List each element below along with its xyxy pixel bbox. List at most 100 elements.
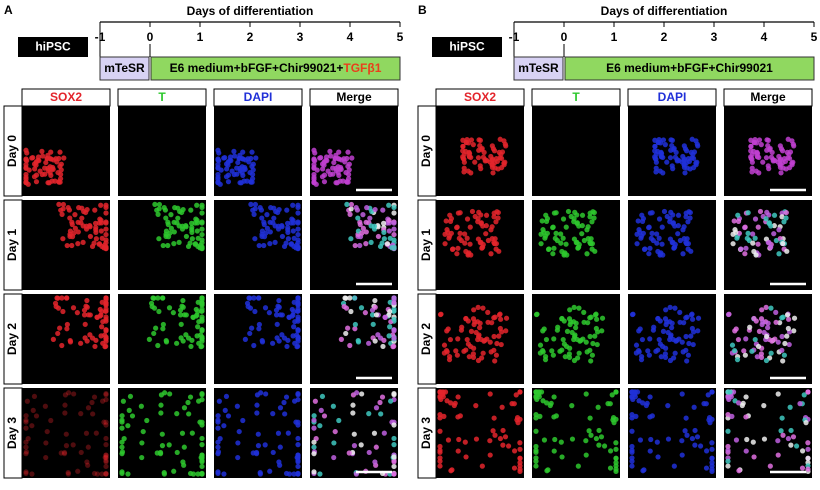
- cell: [351, 295, 358, 301]
- cell: [162, 390, 168, 396]
- cell: [161, 204, 167, 211]
- cell: [541, 229, 547, 235]
- cell: [285, 229, 291, 236]
- cell: [638, 357, 645, 363]
- cell: [779, 210, 785, 216]
- cell: [252, 308, 258, 315]
- cell: [805, 389, 811, 395]
- cell: [72, 212, 78, 218]
- cell: [188, 207, 194, 213]
- cell: [573, 325, 579, 331]
- cell: [386, 228, 392, 234]
- cell: [647, 394, 653, 400]
- cell: [235, 454, 241, 461]
- cell: [487, 438, 493, 444]
- cell: [494, 340, 500, 347]
- cell: [189, 430, 195, 436]
- cell: [533, 389, 539, 395]
- cell: [755, 343, 762, 350]
- cell: [277, 444, 283, 450]
- cell: [181, 444, 187, 450]
- cell: [587, 214, 593, 220]
- cell: [629, 311, 636, 318]
- cell: [491, 333, 497, 340]
- cell: [495, 215, 501, 221]
- cell: [35, 157, 41, 163]
- cell: [103, 470, 109, 476]
- cell: [748, 137, 754, 143]
- cell: [454, 352, 460, 358]
- cell: [56, 179, 62, 185]
- cell: [653, 348, 659, 354]
- cell: [770, 157, 776, 163]
- cell: [199, 463, 205, 470]
- cell: [442, 241, 448, 247]
- cell: [745, 230, 751, 236]
- cell: [348, 206, 354, 212]
- cell: [671, 145, 677, 152]
- stage-box: [513, 56, 564, 81]
- cell: [787, 404, 793, 410]
- cell: [346, 161, 352, 167]
- cell: [756, 328, 763, 334]
- cell: [537, 342, 544, 348]
- cell: [248, 201, 254, 207]
- cell: [360, 225, 366, 231]
- cell: [181, 312, 188, 318]
- cell: [457, 210, 463, 216]
- cell: [291, 308, 297, 315]
- cell: [769, 149, 775, 156]
- cell: [743, 448, 749, 454]
- cell: [263, 391, 269, 397]
- timeline-tick-label: 0: [147, 30, 154, 44]
- panel-label: B: [418, 3, 427, 17]
- cell: [643, 402, 649, 409]
- cell: [750, 240, 756, 246]
- cell: [480, 223, 486, 229]
- cell: [743, 414, 749, 420]
- cell: [235, 440, 241, 446]
- cell: [564, 328, 571, 334]
- cell: [129, 413, 136, 419]
- cell: [381, 430, 387, 436]
- channel-label: SOX2: [464, 90, 496, 104]
- cell: [267, 241, 273, 247]
- cell: [364, 205, 370, 211]
- cell: [462, 439, 468, 445]
- cell: [690, 151, 696, 157]
- cell: [544, 400, 550, 406]
- cell: [256, 321, 262, 328]
- cell: [454, 251, 460, 257]
- cell: [583, 452, 589, 458]
- cell: [391, 335, 397, 341]
- cell: [677, 309, 683, 315]
- cell: [266, 310, 272, 316]
- cell: [498, 151, 504, 157]
- cell: [596, 427, 602, 434]
- cell: [347, 211, 353, 217]
- cell: [756, 137, 763, 143]
- cell: [689, 325, 695, 332]
- cell: [513, 392, 519, 398]
- cell: [670, 166, 676, 172]
- cell: [533, 447, 539, 453]
- cell: [381, 229, 387, 236]
- cell: [252, 236, 258, 242]
- cell: [59, 211, 65, 217]
- row-label: Day 3: [5, 417, 19, 449]
- cell: [533, 463, 539, 469]
- cell: [29, 155, 35, 161]
- cell: [544, 468, 550, 474]
- cell: [571, 333, 578, 340]
- cell: [669, 325, 675, 331]
- cell: [242, 164, 248, 171]
- cell: [391, 300, 397, 306]
- cell: [773, 309, 779, 315]
- cell: [295, 435, 301, 442]
- cell: [346, 450, 352, 456]
- cell: [736, 400, 742, 406]
- cell: [181, 405, 188, 411]
- cell: [763, 155, 770, 161]
- cell: [288, 241, 295, 247]
- cell: [607, 448, 614, 454]
